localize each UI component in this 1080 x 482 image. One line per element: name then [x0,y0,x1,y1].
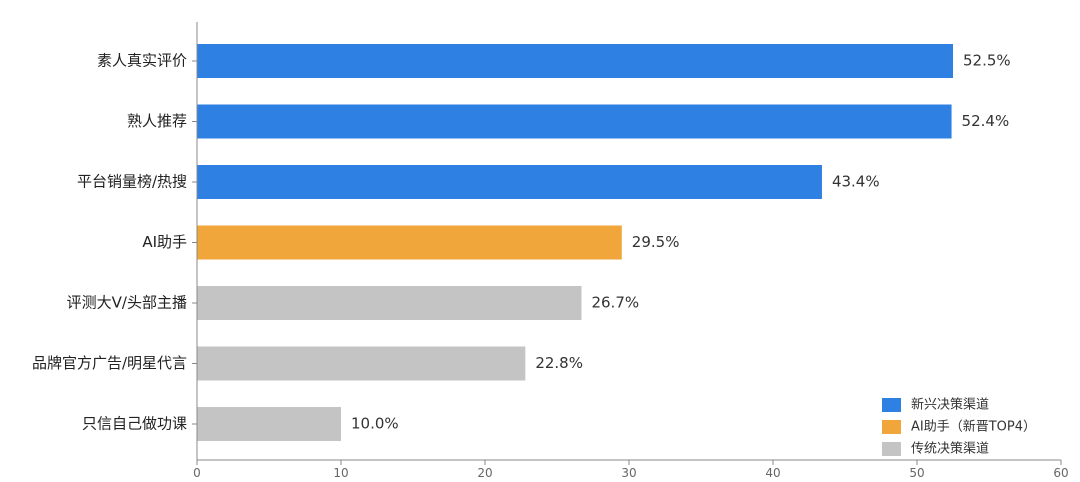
legend-label: 新兴决策渠道 [911,397,989,413]
bar [197,346,526,381]
category-label: 熟人推荐 [127,112,187,130]
bar [197,407,341,441]
x-tick-label: 10 [333,466,348,478]
legend-swatch [882,442,901,456]
bar [197,44,953,78]
x-tick-label: 40 [765,466,780,478]
category-label: 只信自己做功课 [82,415,187,433]
bars-group: 52.5% 52.4% 43.4% 29.5% 26.7% 22.8% 10.0% [197,44,1011,441]
category-label: 评测大V/头部主播 [67,294,187,312]
data-label: 10.0% [351,415,399,433]
x-tick-label: 20 [477,466,492,478]
x-tick-label: 50 [909,466,924,478]
category-label: AI助手 [142,233,187,251]
data-label: 22.8% [535,354,583,372]
data-label: 52.4% [962,112,1010,130]
data-label: 52.5% [963,52,1011,70]
bar [197,225,622,260]
legend-swatch [882,398,901,412]
x-tick-label: 30 [621,466,636,478]
category-label: 平台销量榜/热搜 [77,173,187,191]
x-tick-label: 0 [193,466,201,478]
legend-label: AI助手（新晋TOP4） [911,419,1036,435]
legend: 新兴决策渠道 AI助手（新晋TOP4） 传统决策渠道 [882,397,1036,457]
legend-label: 传统决策渠道 [911,441,989,457]
bar [197,165,822,199]
legend-swatch [882,420,901,434]
data-label: 26.7% [591,294,639,312]
x-tick-label: 60 [1053,466,1068,478]
bar [197,286,582,320]
data-label: 29.5% [632,233,680,251]
category-label: 素人真实评价 [97,52,187,70]
category-label: 品牌官方广告/明星代言 [32,354,187,372]
bar [197,104,952,139]
data-label: 43.4% [832,173,880,191]
